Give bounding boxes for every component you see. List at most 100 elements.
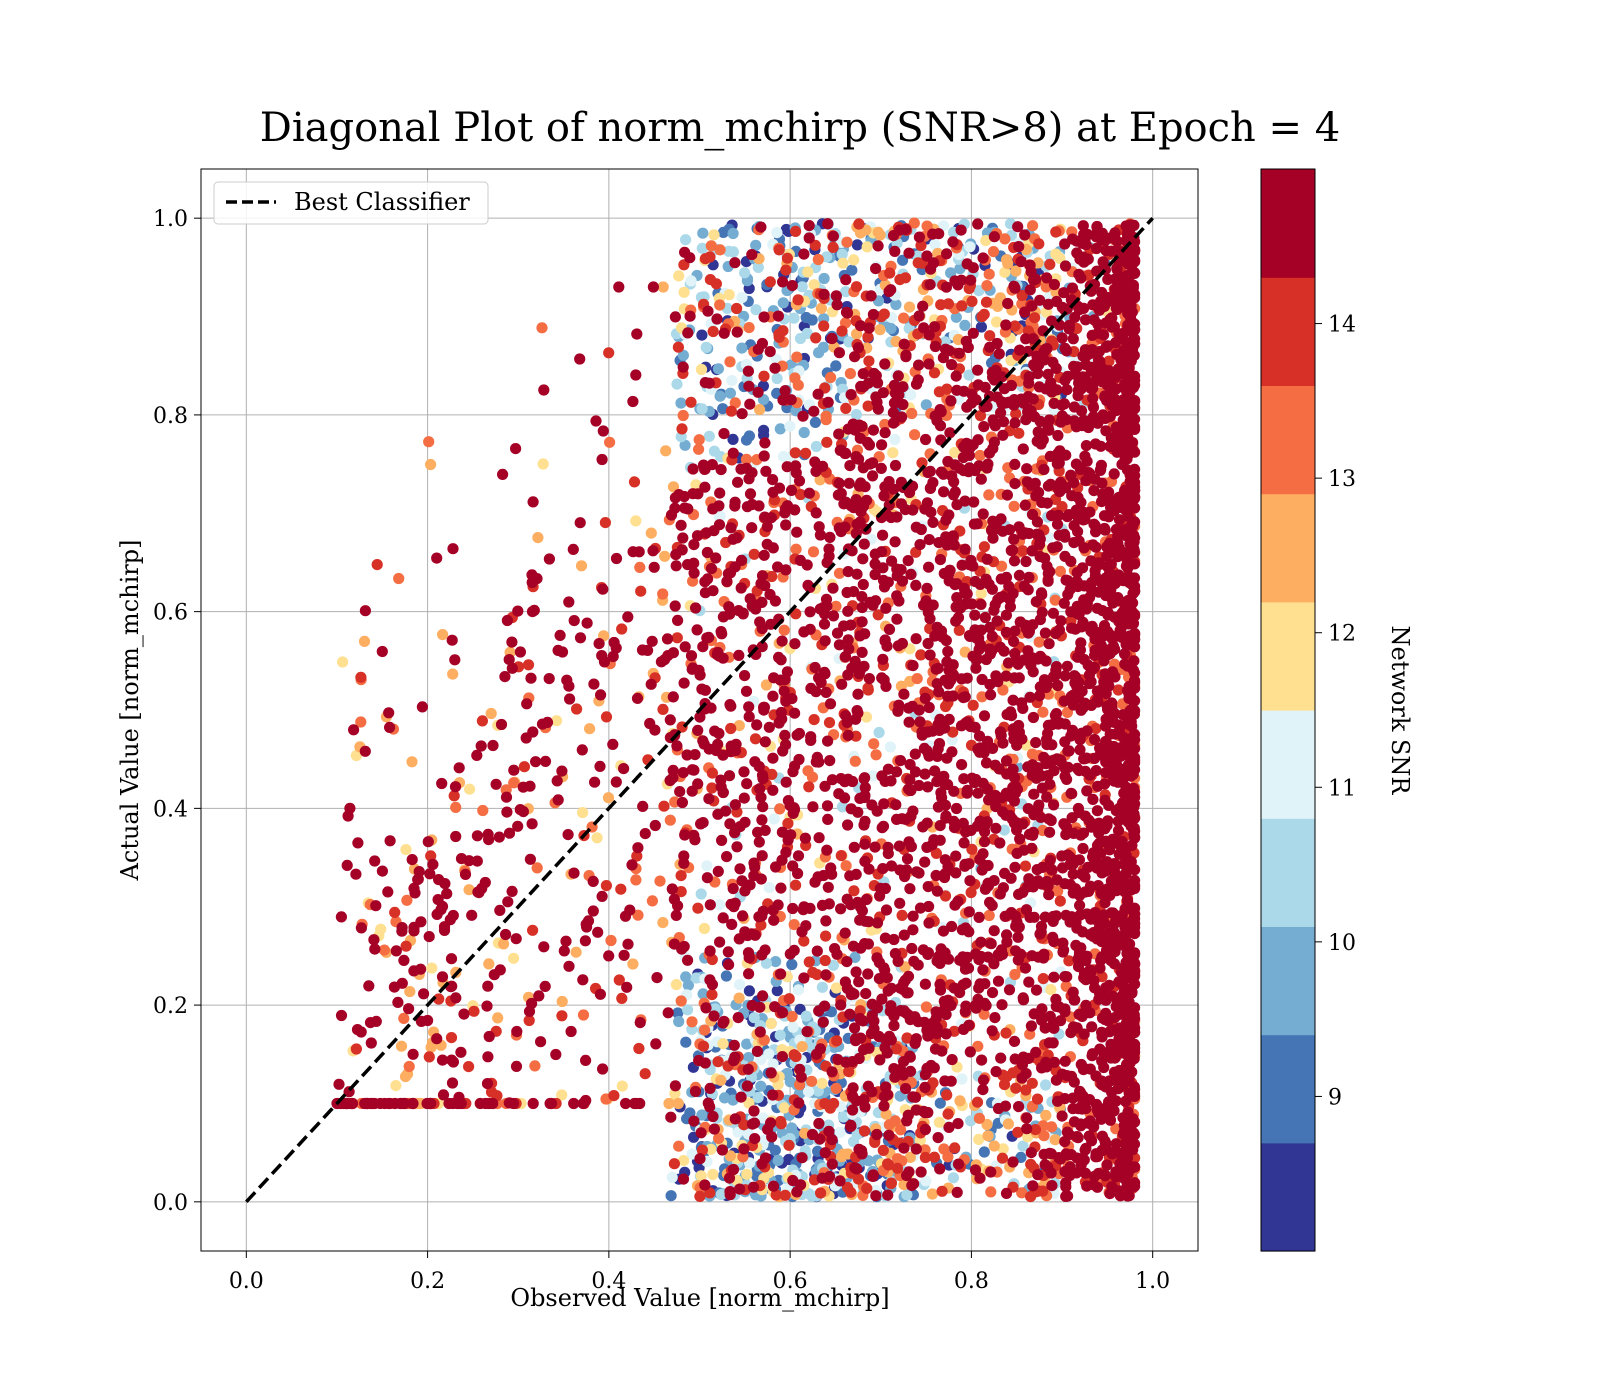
scatter-point <box>774 423 786 435</box>
scatter-point <box>1096 951 1108 963</box>
scatter-point <box>701 546 714 559</box>
scatter-point <box>872 226 884 238</box>
scatter-point <box>678 1155 690 1167</box>
scatter-point <box>1041 875 1053 888</box>
scatter-point <box>678 677 690 689</box>
scatter-point <box>904 883 916 895</box>
scatter-point <box>786 958 798 971</box>
scatter-point <box>780 264 792 276</box>
scatter-point <box>369 943 381 955</box>
scatter-point <box>900 351 912 363</box>
scatter-point <box>1091 602 1103 614</box>
scatter-point <box>913 359 925 371</box>
scatter-point <box>741 1080 754 1092</box>
scatter-point <box>743 1097 755 1109</box>
scatter-point <box>560 935 572 947</box>
scatter-point <box>696 403 708 415</box>
scatter-point <box>911 673 923 685</box>
scatter-point <box>510 1060 523 1072</box>
scatter-point <box>837 1111 850 1123</box>
scatter-point <box>798 972 810 984</box>
scatter-point <box>786 1010 798 1023</box>
scatter-point <box>954 1095 966 1107</box>
scatter-point <box>776 826 789 838</box>
scatter-point <box>956 559 968 571</box>
scatter-point <box>957 817 969 830</box>
scatter-point <box>631 328 643 340</box>
scatter-point <box>973 1112 986 1124</box>
scatter-point <box>798 935 810 947</box>
scatter-point <box>772 1154 784 1166</box>
scatter-point <box>813 347 825 359</box>
scatter-point <box>690 602 702 614</box>
scatter-point <box>695 1127 707 1139</box>
scatter-point <box>1068 520 1080 532</box>
scatter-point <box>697 641 709 653</box>
scatter-point <box>1055 615 1067 627</box>
scatter-point <box>1059 1055 1071 1067</box>
scatter-point <box>714 487 726 499</box>
scatter-point <box>714 390 726 402</box>
scatter-point <box>710 552 722 564</box>
scatter-point <box>696 1109 708 1121</box>
scatter-point <box>1042 368 1054 380</box>
scatter-point <box>743 380 755 392</box>
scatter-point <box>734 1183 746 1195</box>
scatter-point <box>1040 1079 1052 1091</box>
scatter-point <box>979 611 991 624</box>
scatter-point <box>627 395 639 408</box>
scatter-point <box>723 601 735 613</box>
scatter-point <box>675 519 687 531</box>
scatter-point <box>631 692 644 705</box>
scatter-point <box>795 1179 807 1191</box>
scatter-point <box>707 325 719 338</box>
scatter-point <box>896 909 908 922</box>
scatter-point <box>712 1056 724 1068</box>
scatter-point <box>787 902 799 915</box>
scatter-point <box>792 379 804 391</box>
scatter-point <box>1110 523 1122 536</box>
scatter-point <box>590 415 602 427</box>
scatter-point <box>967 439 979 451</box>
scatter-point <box>897 983 909 996</box>
scatter-point <box>665 1190 677 1202</box>
scatter-point <box>798 626 810 638</box>
scatter-point <box>878 1100 890 1112</box>
scatter-point <box>942 1108 954 1120</box>
scatter-point <box>686 663 698 675</box>
scatter-point <box>713 727 725 740</box>
scatter-point <box>597 583 609 595</box>
scatter-point <box>487 739 499 752</box>
scatter-point <box>707 1110 719 1123</box>
scatter-point <box>877 863 889 875</box>
scatter-point <box>508 764 520 776</box>
scatter-point <box>1007 1067 1019 1079</box>
scatter-point <box>835 999 847 1011</box>
scatter-point <box>1036 606 1048 619</box>
scatter-point <box>554 629 566 642</box>
scatter-point <box>679 246 691 258</box>
scatter-point <box>355 671 367 683</box>
scatter-point <box>729 397 741 409</box>
scatter-point <box>635 585 647 597</box>
scatter-point <box>739 267 751 279</box>
scatter-point <box>692 724 704 737</box>
scatter-point <box>584 723 596 735</box>
scatter-point <box>1087 793 1099 806</box>
scatter-point <box>712 865 724 878</box>
scatter-point <box>523 1014 535 1027</box>
scatter-point <box>1088 1179 1100 1191</box>
scatter-point <box>715 1188 727 1201</box>
scatter-point <box>1048 278 1060 291</box>
scatter-point <box>818 320 830 332</box>
scatter-point <box>707 503 719 515</box>
scatter-point <box>886 555 898 567</box>
scatter-point <box>376 645 388 658</box>
scatter-point <box>1104 953 1116 965</box>
scatter-point <box>884 741 897 753</box>
scatter-point <box>1108 468 1120 480</box>
scatter-point <box>335 911 347 923</box>
scatter-point <box>857 578 869 591</box>
scatter-point <box>621 981 633 993</box>
scatter-point <box>972 218 984 230</box>
